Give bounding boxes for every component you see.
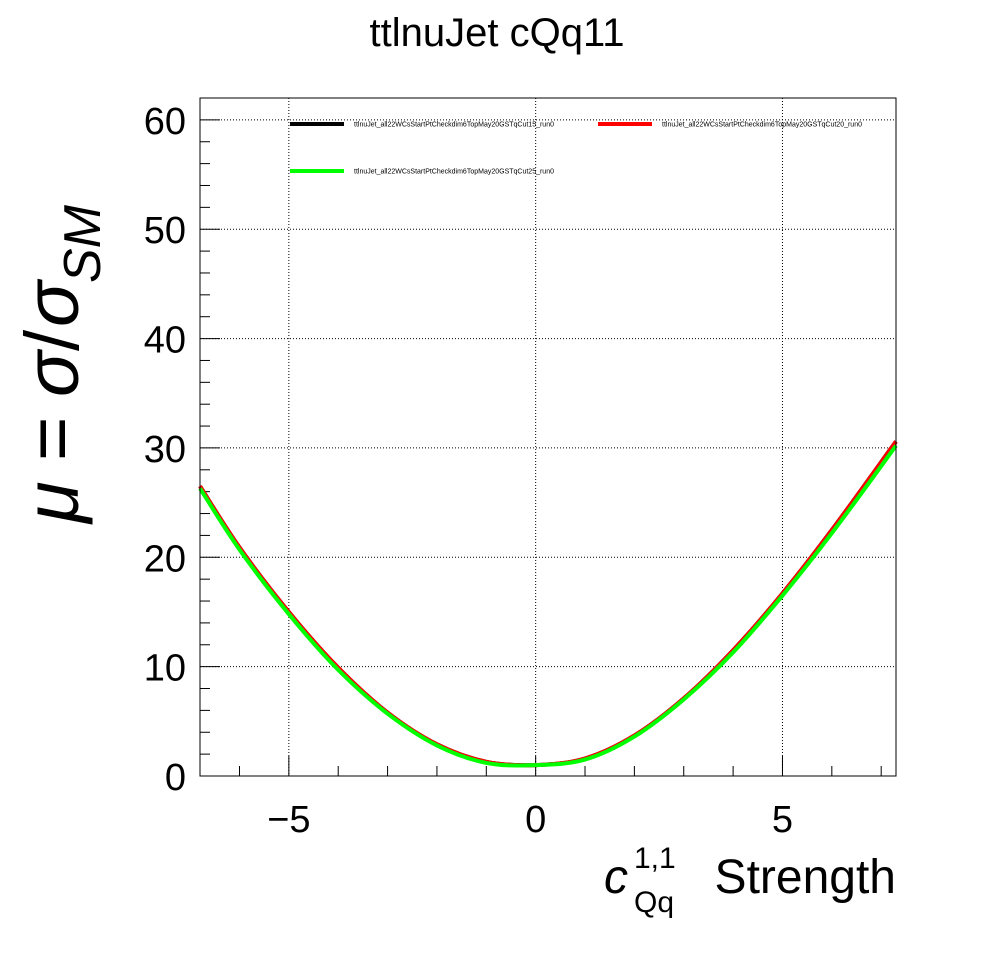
series-lines [198, 440, 898, 768]
series-line [198, 444, 898, 768]
x-tick-label: −5 [267, 799, 310, 841]
x-tick-label: 5 [772, 799, 793, 841]
y-axis-label-slash: / [10, 329, 95, 351]
y-axis-label-subscript: SM [54, 204, 112, 283]
x-axis-label: c 1,1 Qq Strength [604, 842, 896, 919]
y-ticks: 0 10 20 30 40 50 60 [144, 97, 220, 799]
chart-title: ttlnuJet cQq11 [370, 11, 625, 55]
x-axis-label-subscript: Qq [634, 886, 674, 919]
series-line [198, 440, 898, 768]
y-axis-label-sigma: σ [10, 348, 95, 397]
y-tick-label: 20 [144, 538, 186, 580]
legend-label: ttlnuJet_all22WCsStartPtCheckdim6TopMay2… [662, 122, 862, 129]
y-tick-label: 60 [144, 101, 186, 143]
y-tick-label: 30 [144, 429, 186, 471]
y-tick-label: 10 [144, 648, 186, 690]
y-axis-label-mu: μ [10, 481, 95, 525]
y-tick-label: 40 [144, 320, 186, 362]
x-axis-label-superscript: 1,1 [634, 842, 676, 875]
series-line [198, 440, 898, 768]
x-tick-label: 0 [525, 799, 546, 841]
grid [200, 98, 896, 776]
y-axis-label-equals: = [10, 417, 95, 461]
y-tick-label: 0 [165, 757, 186, 799]
y-tick-label: 50 [144, 210, 186, 252]
x-axis-label-symbol: c [604, 851, 628, 904]
legend: ttlnuJet_all22WCsStartPtCheckdim6TopMay2… [290, 122, 862, 176]
legend-label: ttlnuJet_all22WCsStartPtCheckdim6TopMay2… [354, 169, 554, 176]
x-axis-label-text: Strength [715, 851, 896, 904]
legend-label: ttlnuJet_all22WCsStartPtCheckdim6TopMay2… [354, 122, 554, 129]
x-ticks: −5 0 5 [238, 756, 882, 841]
y-axis-label-sigma-sm: σ [10, 278, 95, 327]
plot-frame [199, 97, 897, 777]
y-axis-label: μ = σ / σ SM [10, 204, 112, 525]
